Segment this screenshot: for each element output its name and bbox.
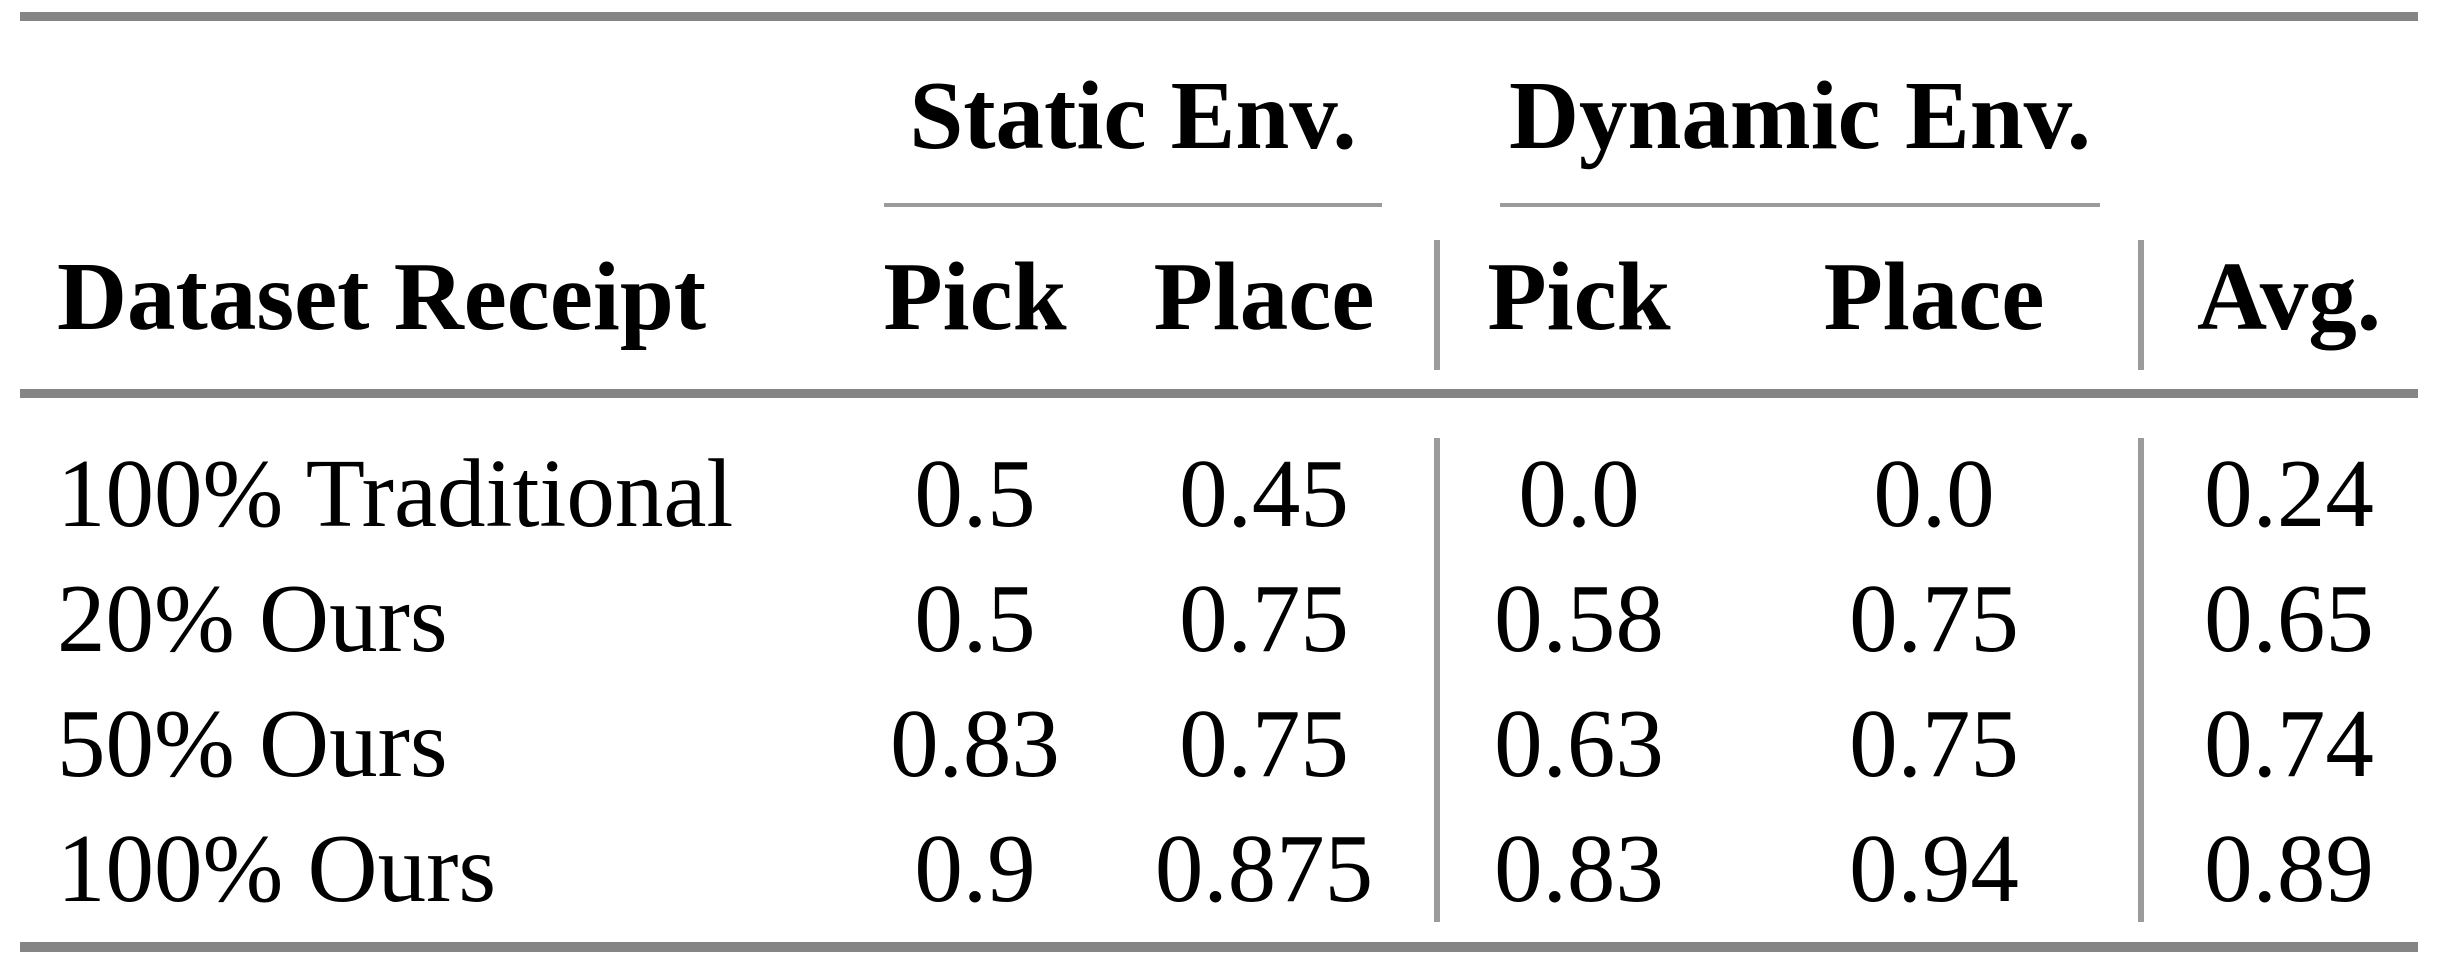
cell-static-place: 0.875 xyxy=(1154,815,1374,922)
cell-dynamic-pick: 0.58 xyxy=(1494,565,1664,672)
row-label: 100% Ours xyxy=(57,815,497,922)
cmidrule-static xyxy=(884,203,1382,207)
cell-dynamic-place: 0.75 xyxy=(1849,565,2019,672)
cell-static-place: 0.75 xyxy=(1179,565,1349,672)
cell-dynamic-pick: 0.0 xyxy=(1518,440,1640,547)
row-label: 100% Traditional xyxy=(57,440,734,547)
cell-dynamic-place: 0.75 xyxy=(1849,690,2019,797)
col-header-dataset-receipt: Dataset Receipt xyxy=(57,243,707,350)
cell-avg: 0.24 xyxy=(2204,440,2374,547)
cell-avg: 0.89 xyxy=(2204,815,2374,922)
vertical-rule-2-body xyxy=(2138,438,2144,922)
cell-static-pick: 0.5 xyxy=(914,565,1036,672)
cmidrule-dynamic xyxy=(1500,203,2100,207)
table-rule-bottom xyxy=(20,942,2418,952)
cell-dynamic-place: 0.0 xyxy=(1873,440,1995,547)
table-rule-top xyxy=(20,12,2418,21)
cell-avg: 0.65 xyxy=(2204,565,2374,672)
col-header-dynamic-pick: Pick xyxy=(1487,243,1671,350)
cell-avg: 0.74 xyxy=(2204,690,2374,797)
vertical-rule-1-header xyxy=(1434,240,1440,370)
vertical-rule-2-header xyxy=(2138,240,2144,370)
cell-static-place: 0.75 xyxy=(1179,690,1349,797)
cell-dynamic-pick: 0.83 xyxy=(1494,815,1664,922)
row-label: 20% Ours xyxy=(57,565,448,672)
cell-static-pick: 0.9 xyxy=(914,815,1036,922)
cell-dynamic-pick: 0.63 xyxy=(1494,690,1664,797)
col-header-dynamic-place: Place xyxy=(1823,243,2045,350)
col-header-static-place: Place xyxy=(1153,243,1375,350)
group-header-static-env: Static Env. xyxy=(909,62,1357,169)
group-header-dynamic-env: Dynamic Env. xyxy=(1508,62,2092,169)
cell-static-pick: 0.83 xyxy=(890,690,1060,797)
table-rule-header-bottom xyxy=(20,389,2418,398)
cell-static-pick: 0.5 xyxy=(914,440,1036,547)
row-label: 50% Ours xyxy=(57,690,448,797)
cell-dynamic-place: 0.94 xyxy=(1849,815,2019,922)
col-header-avg: Avg. xyxy=(2196,243,2382,350)
col-header-static-pick: Pick xyxy=(883,243,1067,350)
vertical-rule-1-body xyxy=(1434,438,1440,922)
cell-static-place: 0.45 xyxy=(1179,440,1349,547)
